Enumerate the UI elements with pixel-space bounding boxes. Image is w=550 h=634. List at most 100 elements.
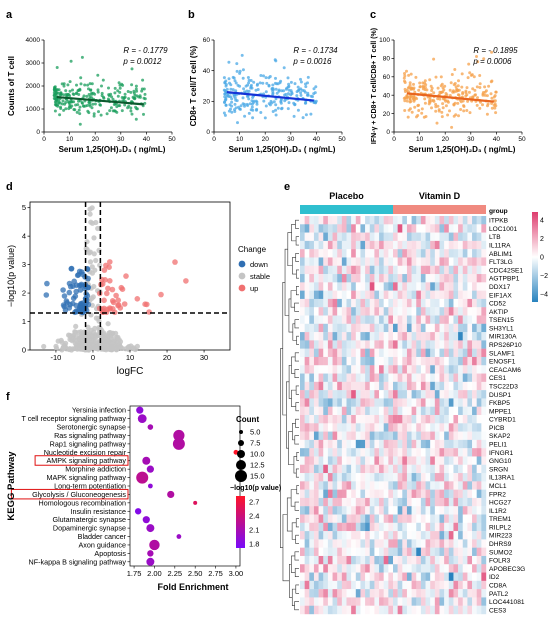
heatmap-cell: [444, 605, 449, 615]
scatter-point: [118, 90, 122, 94]
heatmap-cell: [309, 497, 315, 507]
heatmap-cell: [360, 257, 366, 266]
heatmap-cell: [444, 514, 449, 523]
heatmap-cell: [472, 240, 477, 250]
heatmap-cell: [383, 555, 389, 565]
heatmap-cell: [323, 531, 329, 540]
scatter-point: [87, 111, 91, 115]
heatmap-cell: [379, 522, 384, 532]
heatmap-cell: [365, 290, 370, 300]
gene-label: CYBRD1: [489, 417, 516, 424]
heatmap-cell: [323, 481, 329, 490]
heatmap-cell: [327, 473, 333, 482]
heatmap-cell: [453, 514, 459, 523]
heatmap-cell: [379, 298, 384, 308]
heatmap-cell: [397, 282, 403, 291]
heatmap-cell: [374, 274, 380, 283]
heatmap-cell: [411, 265, 417, 275]
heatmap-cell: [458, 456, 463, 465]
heatmap-cell: [355, 555, 361, 565]
heatmap-cell: [397, 564, 403, 573]
heatmap-cell: [313, 423, 319, 432]
heatmap-cell: [430, 431, 436, 441]
scatter-point: [110, 95, 114, 99]
heatmap-cell: [355, 340, 361, 349]
heatmap-cell: [341, 356, 347, 366]
heatmap-cell: [318, 531, 324, 540]
heatmap-cell: [420, 381, 426, 391]
scatter-point: [116, 94, 120, 98]
heatmap-cell: [337, 216, 343, 225]
scatter-point: [467, 90, 471, 94]
scatter-point: [274, 76, 277, 80]
heatmap-cell: [369, 589, 375, 598]
heatmap-cell: [467, 605, 473, 615]
y-tick-label: 0: [386, 129, 390, 136]
heatmap-cell: [383, 423, 389, 432]
heatmap-cell: [388, 282, 394, 291]
heatmap-cell: [360, 514, 366, 523]
heatmap-cell: [300, 265, 305, 275]
heatmap-cell: [337, 290, 343, 300]
scatter-point: [287, 101, 291, 105]
scatter-point: [127, 104, 131, 108]
heatmap-cell: [365, 514, 370, 523]
heatmap-cell: [355, 448, 361, 457]
scatter-point: [143, 97, 147, 101]
heatmap-cell: [458, 506, 463, 515]
x-axis-label: logFC: [117, 366, 144, 377]
heatmap-cell: [393, 265, 398, 275]
heatmap-cell: [365, 381, 370, 391]
colorbar-tick-label: −4: [540, 292, 548, 299]
heatmap-cell: [323, 597, 329, 606]
y-tick-label: 40: [383, 92, 391, 99]
scatter-point: [225, 87, 229, 91]
heatmap-cell: [365, 597, 370, 606]
heatmap-cell: [309, 290, 315, 300]
heatmap-cell: [332, 340, 338, 349]
heatmap-cell: [337, 348, 343, 358]
heatmap-cell: [360, 315, 366, 324]
heatmap-cell: [383, 373, 389, 383]
heatmap-cell: [458, 423, 463, 432]
up-point: [158, 291, 164, 298]
heatmap-cell: [430, 531, 436, 540]
scatter-point: [493, 94, 497, 98]
heatmap-cell: [393, 597, 398, 606]
heatmap-cell: [402, 580, 408, 590]
heatmap-cell: [406, 589, 412, 598]
heatmap-cell: [360, 555, 366, 565]
dendrogram-branch: [291, 389, 297, 408]
heatmap-cell: [402, 307, 408, 316]
heatmap-cell: [365, 489, 370, 499]
heatmap-cell: [318, 348, 324, 358]
pathway-label: Rap1 signaling pathway: [50, 439, 127, 448]
heatmap-cell: [360, 274, 366, 283]
scatter-point: [123, 103, 127, 107]
heatmap-cell: [439, 464, 445, 474]
heatmap-cell: [476, 232, 482, 242]
heatmap-cell: [360, 506, 366, 515]
heatmap-cell: [379, 597, 384, 606]
heatmap-cell: [406, 531, 412, 540]
heatmap-cell: [406, 290, 412, 300]
heatmap-cell: [355, 315, 361, 324]
heatmap-cell: [309, 431, 315, 441]
heatmap-cell: [434, 605, 440, 615]
scatter-point: [227, 60, 231, 64]
p-value: p = 0.0016: [292, 57, 332, 66]
y-tick-label: 60: [203, 37, 211, 44]
heatmap-cell: [374, 497, 380, 507]
heatmap-cell: [304, 323, 310, 333]
heatmap-cell: [462, 249, 468, 258]
heatmap-cell: [425, 365, 431, 374]
scatter-point: [423, 88, 427, 92]
heatmap-cell: [323, 373, 329, 383]
down-point: [82, 285, 88, 292]
heatmap-cell: [444, 216, 449, 225]
heatmap-cell: [458, 597, 463, 606]
heatmap-cell: [402, 597, 408, 606]
heatmap-cell: [458, 240, 463, 250]
heatmap-cell: [374, 580, 380, 590]
heatmap-cell: [374, 514, 380, 523]
